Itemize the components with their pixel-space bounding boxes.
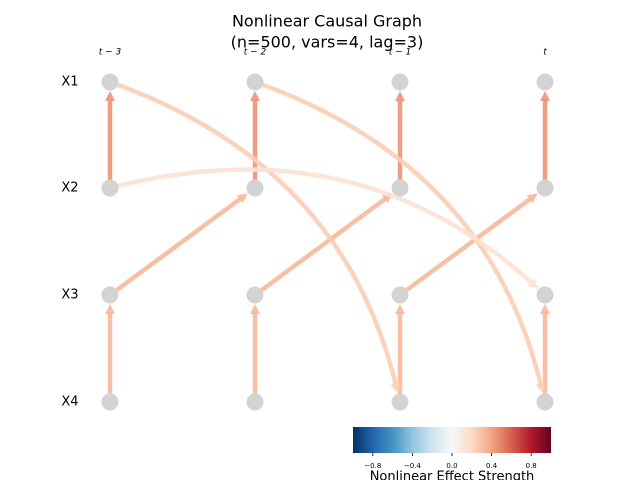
node	[536, 179, 554, 197]
node	[391, 73, 409, 91]
node	[101, 393, 119, 411]
variable-label: X4	[61, 395, 78, 410]
edge	[107, 167, 534, 285]
subtitle: (n=500, vars=4, lag=3)	[231, 33, 424, 52]
variable-label: X2	[61, 181, 78, 196]
edge	[107, 197, 242, 298]
node	[536, 286, 554, 304]
arrowhead	[105, 304, 115, 314]
node	[391, 393, 409, 411]
arrowhead	[535, 382, 546, 394]
node	[536, 393, 554, 411]
node	[246, 393, 264, 411]
colorbar-tick-label: −0.4	[404, 462, 422, 470]
node	[536, 73, 554, 91]
time-label: t − 1	[389, 48, 412, 58]
title: Nonlinear Causal Graph	[232, 12, 422, 31]
time-label: t − 2	[244, 48, 267, 58]
arrowhead	[390, 382, 401, 394]
node	[101, 286, 119, 304]
arrowhead	[395, 91, 405, 101]
node	[101, 73, 119, 91]
arrowhead	[526, 193, 538, 204]
edge	[252, 197, 387, 298]
node	[391, 179, 409, 197]
time-label: t − 3	[99, 48, 122, 58]
colorbar-tick-label: 0.8	[526, 462, 537, 470]
node	[246, 286, 264, 304]
arrowhead	[527, 278, 539, 289]
arrowhead	[105, 91, 115, 101]
node	[101, 179, 119, 197]
arrowhead	[540, 91, 550, 101]
node	[391, 286, 409, 304]
edge	[252, 79, 543, 386]
arrowhead	[540, 304, 550, 314]
edge	[107, 79, 398, 386]
colorbar-tick-label: 0.4	[486, 462, 498, 470]
colorbar	[353, 427, 551, 453]
node	[246, 73, 264, 91]
arrowhead	[250, 304, 260, 314]
edge	[397, 197, 532, 298]
colorbar-tick-label: −0.8	[364, 462, 381, 470]
variable-label: X3	[61, 288, 78, 303]
arrowhead	[250, 91, 260, 101]
time-label: t	[543, 48, 547, 58]
arrowhead	[395, 304, 405, 314]
colorbar-label: Nonlinear Effect Strength	[370, 470, 535, 480]
node	[246, 179, 264, 197]
arrowhead	[236, 193, 248, 204]
variable-label: X1	[61, 75, 78, 90]
colorbar-tick-label: 0.0	[446, 462, 457, 470]
